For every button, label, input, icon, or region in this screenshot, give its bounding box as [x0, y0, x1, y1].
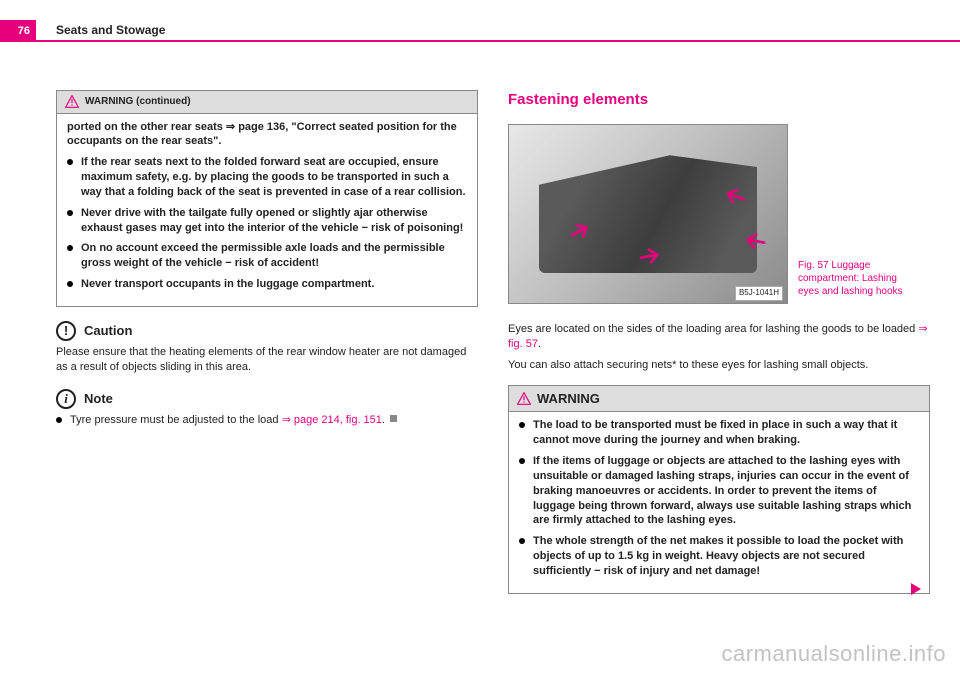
- warn-cont-b1-text: If the rear seats next to the folded for…: [81, 155, 467, 200]
- warn-cont-p1: ported on the other rear seats ⇒ page 13…: [67, 120, 467, 150]
- warn-b3: The whole strength of the net makes it p…: [519, 534, 919, 579]
- warn-b1-text: The load to be transported must be fixed…: [533, 418, 919, 448]
- caution-label: Caution: [84, 322, 132, 340]
- page-number: 76: [0, 20, 36, 42]
- right-p2: You can also attach securing nets* to th…: [508, 358, 930, 373]
- bullet-icon: [519, 538, 525, 544]
- caution-heading: ! Caution: [56, 321, 478, 341]
- info-icon: i: [56, 389, 76, 409]
- fastening-heading: Fastening elements: [508, 90, 930, 110]
- bullet-icon: [519, 422, 525, 428]
- warn-cont-b2-text: Never drive with the tailgate fully open…: [81, 206, 467, 236]
- warning-continued-header: WARNING (continued): [57, 91, 477, 114]
- warning-triangle-icon: [517, 392, 531, 405]
- caution-icon: !: [56, 321, 76, 341]
- content-columns: WARNING (continued) ported on the other …: [56, 90, 930, 608]
- figure-57: B5J-1041H: [508, 124, 788, 304]
- warn-b2: If the items of luggage or objects are a…: [519, 454, 919, 528]
- warn-cont-b1: If the rear seats next to the folded for…: [67, 155, 467, 200]
- bullet-icon: [56, 417, 62, 423]
- lashing-arrow-icon: [637, 244, 662, 269]
- note-label: Note: [84, 390, 113, 408]
- note-text-b: .: [382, 414, 385, 426]
- warn-b1: The load to be transported must be fixed…: [519, 418, 919, 448]
- end-marker-icon: [390, 415, 397, 422]
- right-column: Fastening elements B5J-1041H Fig. 57 Lug…: [508, 90, 930, 608]
- warning-triangle-icon: [65, 95, 79, 108]
- note-bullet: Tyre pressure must be adjusted to the lo…: [56, 413, 478, 428]
- warn-cont-b2: Never drive with the tailgate fully open…: [67, 206, 467, 236]
- note-link[interactable]: ⇒ page 214, fig. 151: [282, 414, 382, 426]
- section-title: Seats and Stowage: [56, 23, 165, 37]
- lashing-arrow-icon: [742, 229, 767, 254]
- note-text-a: Tyre pressure must be adjusted to the lo…: [70, 414, 282, 426]
- warning-continued-box: WARNING (continued) ported on the other …: [56, 90, 478, 307]
- figure-row: B5J-1041H Fig. 57 Luggage compartment: L…: [508, 124, 930, 304]
- note-heading: i Note: [56, 389, 478, 409]
- note-bullet-text: Tyre pressure must be adjusted to the lo…: [70, 413, 397, 428]
- figure-caption: Fig. 57 Luggage compartment: Lashing eye…: [798, 259, 918, 298]
- warning-box: WARNING The load to be transported must …: [508, 385, 930, 594]
- warning-label: WARNING: [537, 390, 600, 408]
- warn-b3-text: The whole strength of the net makes it p…: [533, 534, 919, 579]
- warning-continued-label: WARNING (continued): [85, 95, 191, 109]
- figure-id-label: B5J-1041H: [735, 286, 783, 301]
- continue-triangle-icon: [911, 583, 921, 595]
- watermark: carmanualsonline.info: [721, 641, 946, 667]
- right-body: Eyes are located on the sides of the loa…: [508, 322, 930, 373]
- warning-header: WARNING: [509, 386, 929, 413]
- warn-cont-b3: On no account exceed the permissible axl…: [67, 241, 467, 271]
- bullet-icon: [67, 159, 73, 165]
- caution-text: Please ensure that the heating elements …: [56, 345, 478, 375]
- page-header: 76 Seats and Stowage: [0, 20, 960, 42]
- warn-cont-b3-text: On no account exceed the permissible axl…: [81, 241, 467, 271]
- bullet-icon: [67, 281, 73, 287]
- bullet-icon: [519, 458, 525, 464]
- warn-b2-text: If the items of luggage or objects are a…: [533, 454, 919, 528]
- warning-continued-body: ported on the other rear seats ⇒ page 13…: [57, 114, 477, 306]
- warn-cont-b4: Never transport occupants in the luggage…: [67, 277, 467, 292]
- left-column: WARNING (continued) ported on the other …: [56, 90, 478, 608]
- right-p1a: Eyes are located on the sides of the loa…: [508, 323, 918, 335]
- bullet-icon: [67, 210, 73, 216]
- right-p1b: .: [538, 338, 541, 350]
- warn-cont-b4-text: Never transport occupants in the luggage…: [81, 277, 374, 292]
- warning-body: The load to be transported must be fixed…: [509, 412, 929, 592]
- header-rule: [36, 40, 960, 42]
- bullet-icon: [67, 245, 73, 251]
- right-p1: Eyes are located on the sides of the loa…: [508, 322, 930, 352]
- warn-cont-p1a: ported on the other rear seats ⇒: [67, 121, 238, 133]
